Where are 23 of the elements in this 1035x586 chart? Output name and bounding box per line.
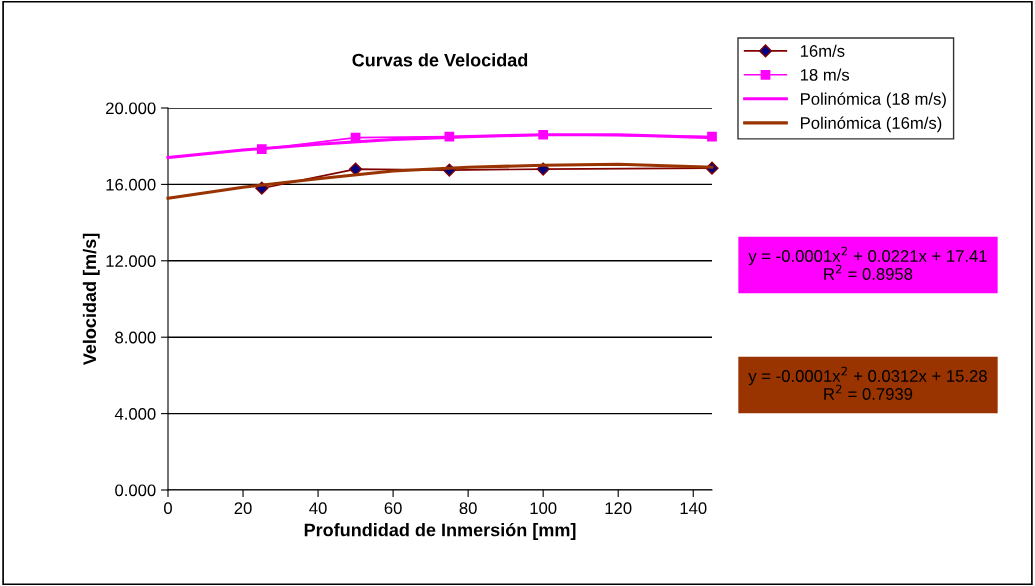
legend-label: Polinómica (16m/s) (801, 116, 942, 133)
x-tick-label: 0 (164, 502, 172, 515)
y-tick-label: 20.000 (106, 102, 156, 115)
legend-label: 16m/s (800, 44, 845, 57)
legend-label: 18 m/s (800, 68, 850, 81)
x-tick-label: 20 (234, 502, 252, 515)
chart-title: Curvas de Velocidad (352, 53, 528, 67)
y-tick-label: 8.000 (115, 331, 156, 344)
text: y = -0.0001x$^{2}$ + 0.0221x + 17.41 R$^{2}$ = 0.8958 (748, 246, 987, 280)
text: y = -0.0001x$^{2}$ + 0.0312x + 15.28 R$^{2}$ = 0.7939 (748, 366, 987, 400)
x-tick-label: 120 (605, 502, 632, 515)
y-tick-label: 4.000 (114, 408, 156, 420)
x-tick-label: 60 (384, 502, 402, 515)
x-tick-label: 80 (459, 502, 477, 515)
y-tick-label: 0.000 (115, 484, 156, 497)
x-tick-label: 40 (309, 502, 327, 515)
y-axis-title: Velocidad [m/s] (82, 233, 100, 366)
x-axis-title: Profundidad de Inmersión [mm] (304, 522, 576, 540)
x-tick-label: 100 (530, 502, 557, 515)
y-tick-label: 12.000 (106, 255, 156, 267)
y-tick-label: 16.000 (106, 178, 156, 191)
x-tick-label: 140 (680, 502, 707, 515)
legend-label: Polinómica (18 m/s) (801, 92, 946, 109)
